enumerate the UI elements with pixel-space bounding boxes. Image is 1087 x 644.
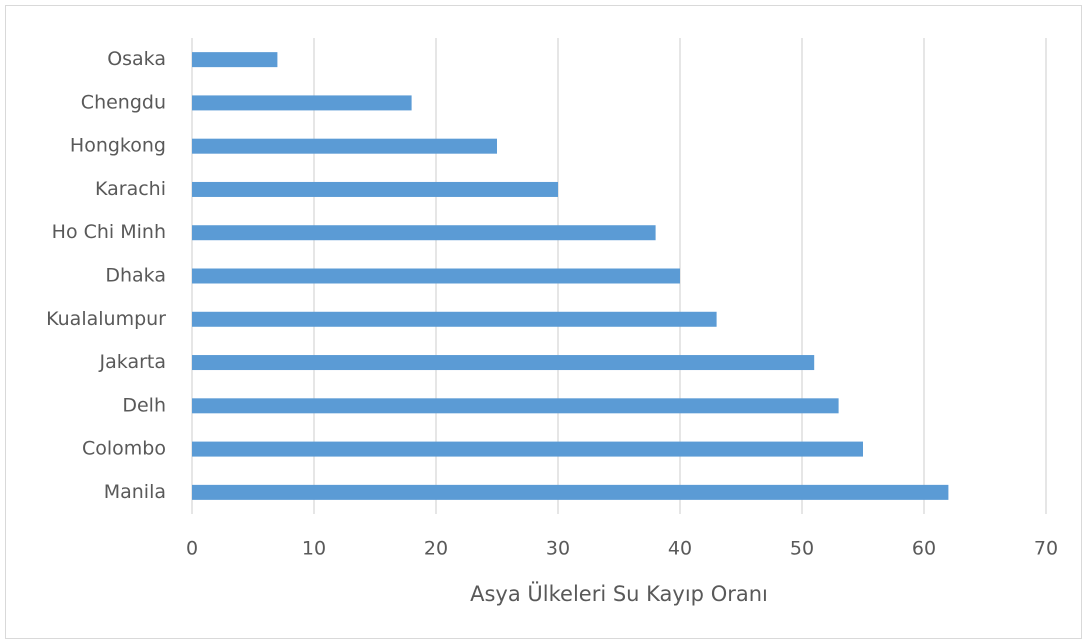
bar <box>192 311 717 327</box>
y-tick-label: Ho Chi Minh <box>52 221 166 243</box>
bar <box>192 225 656 241</box>
x-tick-label: 40 <box>668 538 692 560</box>
y-tick-label: Manila <box>104 481 166 503</box>
x-axis-label: Asya Ülkeleri Su Kayıp Oranı <box>470 581 768 606</box>
bar <box>192 52 278 68</box>
y-tick-label: Osaka <box>107 48 166 70</box>
y-tick-label: Dhaka <box>105 265 166 287</box>
bar <box>192 398 839 414</box>
y-tick-label: Jakarta <box>99 351 166 373</box>
bar <box>192 181 558 197</box>
bar <box>192 95 412 111</box>
x-tick-label: 10 <box>302 538 326 560</box>
y-tick-label: Colombo <box>82 438 166 460</box>
y-tick-label: Kualalumpur <box>46 308 166 330</box>
x-tick-label: 70 <box>1034 538 1058 560</box>
x-tick-label: 30 <box>546 538 570 560</box>
bar <box>192 355 815 371</box>
x-tick-label: 60 <box>912 538 936 560</box>
bar <box>192 138 497 154</box>
y-tick-label: Karachi <box>95 178 166 200</box>
x-tick-label: 50 <box>790 538 814 560</box>
bar <box>192 268 680 284</box>
x-tick-label: 20 <box>424 538 448 560</box>
x-tick-label: 0 <box>186 538 198 560</box>
y-tick-label: Chengdu <box>81 91 166 113</box>
y-tick-label: Delh <box>122 394 166 416</box>
bar <box>192 441 863 457</box>
bar <box>192 484 949 500</box>
y-tick-label: Hongkong <box>70 135 166 157</box>
